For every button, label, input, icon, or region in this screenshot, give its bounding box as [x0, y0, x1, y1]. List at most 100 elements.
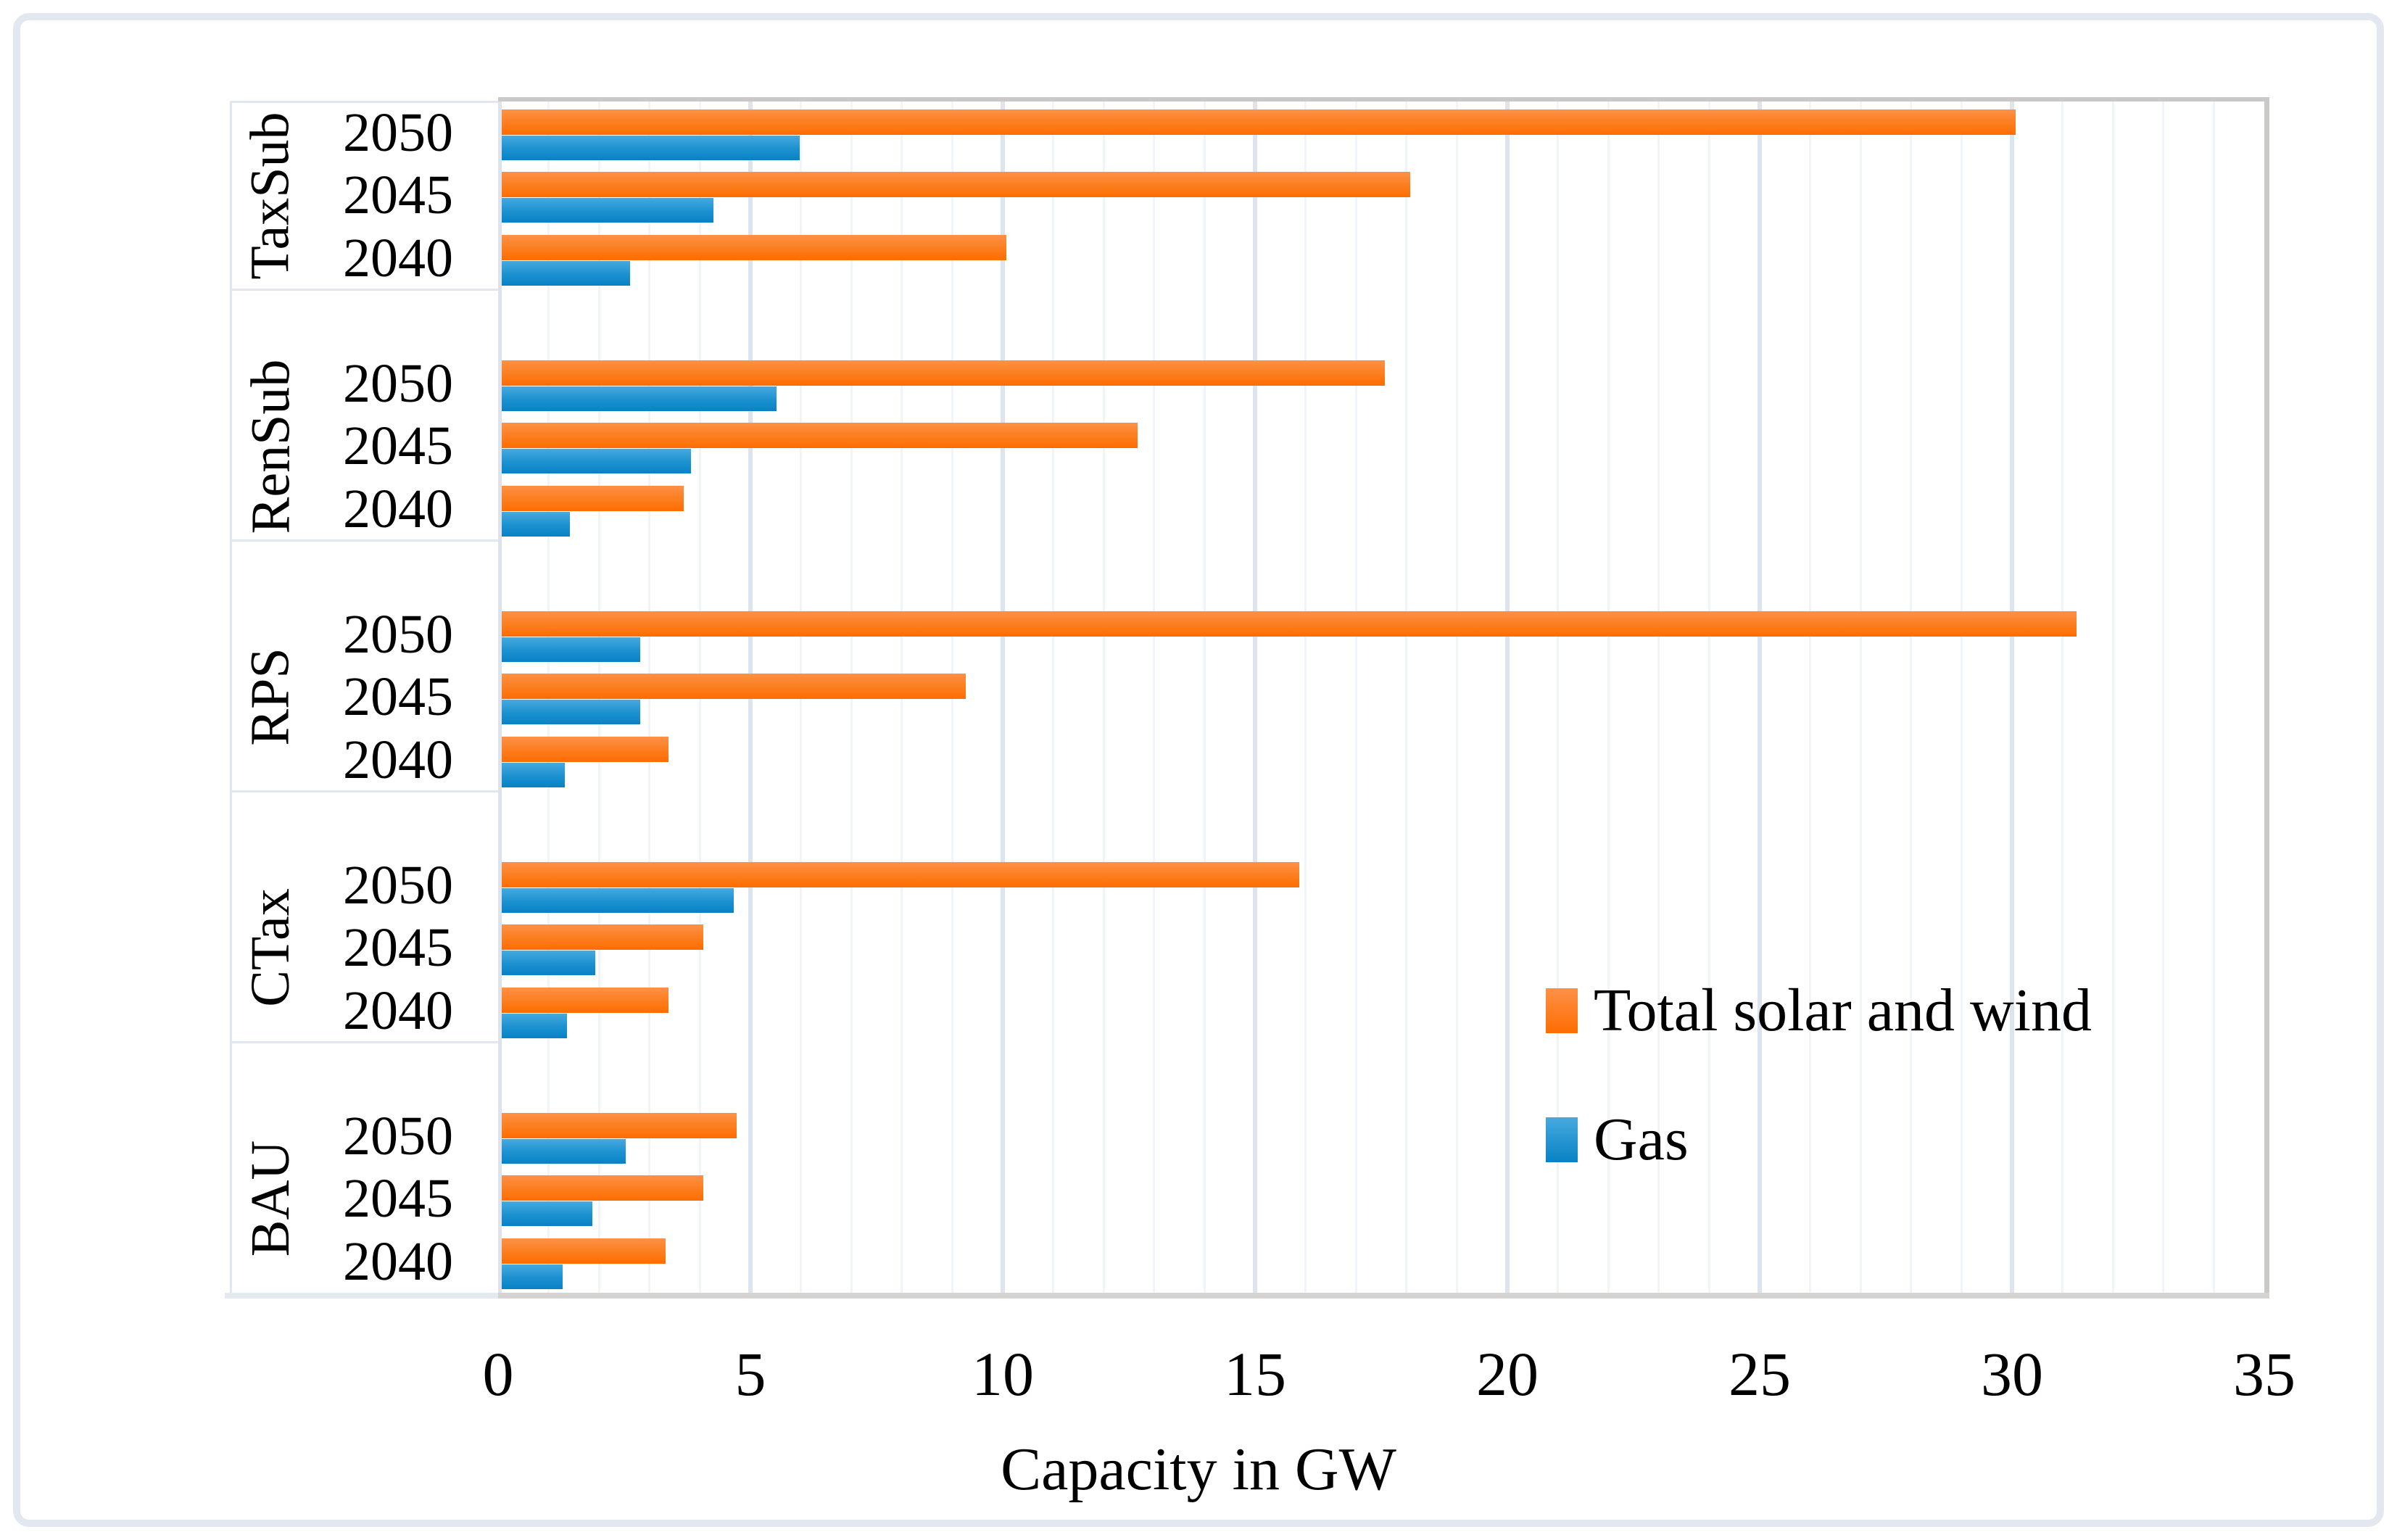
year-label-TaxSub-2040: 2040 [343, 227, 453, 289]
group-label-text: TaxSub [240, 112, 301, 280]
bar-gas-RenSub-2050 [502, 386, 777, 411]
year-label-BAU-2040: 2040 [343, 1230, 453, 1292]
gridline-minor-31 [2061, 102, 2064, 1293]
plot-border-right [2264, 97, 2269, 1293]
x-tick-15: 15 [1224, 1339, 1286, 1409]
gridline-minor-19 [1455, 102, 1458, 1293]
x-tick-0: 0 [482, 1339, 514, 1409]
category-axis-bottom-strip [225, 1293, 498, 1299]
bar-solar-wind-RPS-2050 [502, 610, 2077, 637]
bar-solar-wind-BAU-2045 [502, 1175, 704, 1201]
gridline-major-25 [1758, 102, 1762, 1293]
plot-area [498, 102, 2264, 1293]
bar-gas-BAU-2040 [502, 1264, 563, 1289]
bar-solar-wind-TaxSub-2045 [502, 172, 1410, 198]
x-tick-5: 5 [734, 1339, 766, 1409]
year-label-CTax-2050: 2050 [343, 854, 453, 916]
gridline-minor-21 [1557, 102, 1560, 1293]
gridline-minor-29 [1960, 102, 1963, 1293]
legend-label-gas: Gas [1594, 1106, 1689, 1173]
year-label-RenSub-2050: 2050 [343, 352, 453, 414]
gridline-major-15 [1253, 102, 1257, 1293]
group-label-text: CTax [240, 888, 302, 1008]
x-tick-25: 25 [1729, 1339, 1791, 1409]
year-label-CTax-2040: 2040 [343, 980, 453, 1041]
bar-gas-TaxSub-2050 [502, 136, 800, 160]
gridline-minor-27 [1859, 102, 1862, 1293]
legend-swatch-gas [1546, 1117, 1578, 1162]
bar-gas-CTax-2040 [502, 1013, 568, 1038]
gridline-minor-32 [2111, 102, 2114, 1293]
gridline-minor-16 [1304, 102, 1307, 1293]
bar-solar-wind-BAU-2040 [502, 1238, 666, 1264]
bar-solar-wind-CTax-2040 [502, 987, 668, 1013]
year-label-RenSub-2045: 2045 [343, 415, 453, 477]
legend-entry-solar-wind: Total solar and wind [1546, 974, 2092, 1047]
year-label-TaxSub-2050: 2050 [343, 102, 453, 163]
x-tick-35: 35 [2233, 1339, 2295, 1409]
year-label-RPS-2045: 2045 [343, 666, 453, 728]
group-label-text: RPS [240, 647, 302, 747]
gridline-minor-28 [1910, 102, 1913, 1293]
bar-solar-wind-RPS-2040 [502, 736, 668, 762]
x-axis-ticks: 0 5 10 15 20 25 30 35 [483, 1338, 2296, 1410]
legend-label-solar-wind: Total solar and wind [1594, 977, 2092, 1044]
year-label-BAU-2050: 2050 [343, 1105, 453, 1167]
bar-gas-RPS-2040 [502, 762, 565, 787]
group-label-text: BAU [240, 1140, 301, 1257]
gridline-minor-26 [1809, 102, 1812, 1293]
plot-border-top [498, 97, 2269, 102]
bar-gas-RenSub-2045 [502, 449, 691, 474]
bar-solar-wind-CTax-2050 [502, 861, 1299, 887]
x-tick-30: 30 [1981, 1339, 2043, 1409]
year-label-BAU-2045: 2045 [343, 1168, 453, 1230]
gridline-minor-33 [2162, 102, 2165, 1293]
group-separator-0 [230, 100, 498, 103]
legend-swatch-solar-wind [1546, 988, 1578, 1033]
bar-gas-BAU-2050 [502, 1138, 626, 1164]
category-axis-label-area: TaxSub 2050 2045 2040 RenSub 2050 2045 2040 RPS 2… [225, 100, 498, 1299]
year-label-TaxSub-2045: 2045 [343, 165, 453, 226]
gridline-major-30 [2010, 102, 2014, 1293]
bar-gas-BAU-2045 [502, 1201, 593, 1227]
bar-gas-TaxSub-2045 [502, 198, 714, 223]
x-axis-line [498, 1293, 2269, 1299]
gridline-minor-24 [1707, 102, 1710, 1293]
gridline-major-20 [1505, 102, 1510, 1293]
bar-solar-wind-CTax-2045 [502, 924, 704, 951]
bar-solar-wind-RenSub-2050 [502, 360, 1385, 386]
bar-gas-RPS-2045 [502, 700, 641, 725]
group-separator-1 [230, 288, 498, 291]
x-tick-20: 20 [1476, 1339, 1539, 1409]
group-label-text: RenSub [240, 359, 302, 534]
bar-gas-TaxSub-2040 [502, 260, 631, 286]
bar-solar-wind-RPS-2045 [502, 674, 966, 700]
x-axis-title: Capacity in GW [1001, 1436, 1396, 1503]
bar-gas-RPS-2050 [502, 637, 641, 662]
bar-gas-CTax-2045 [502, 951, 595, 976]
y-axis-line [498, 102, 502, 1293]
gridline-minor-11 [1052, 102, 1055, 1293]
group-separator-3 [230, 790, 498, 792]
category-axis-outer-line [230, 102, 232, 1293]
bar-gas-RenSub-2040 [502, 511, 570, 537]
legend-entry-gas: Gas [1546, 1104, 1689, 1176]
bar-solar-wind-BAU-2050 [502, 1112, 737, 1138]
bar-solar-wind-TaxSub-2040 [502, 234, 1006, 260]
gridline-minor-17 [1354, 102, 1357, 1293]
gridline-minor-14 [1203, 102, 1206, 1293]
bar-solar-wind-RenSub-2045 [502, 423, 1138, 449]
gridline-minor-34 [2212, 102, 2215, 1293]
gridline-minor-23 [1657, 102, 1660, 1293]
gridline-minor-22 [1607, 102, 1610, 1293]
bar-solar-wind-RenSub-2040 [502, 485, 684, 511]
bar-solar-wind-TaxSub-2050 [502, 109, 2016, 135]
gridline-minor-18 [1405, 102, 1408, 1293]
gridline-minor-12 [1102, 102, 1105, 1293]
group-separator-2 [230, 539, 498, 542]
year-label-CTax-2045: 2045 [343, 917, 453, 979]
year-label-RPS-2040: 2040 [343, 729, 453, 790]
gridline-minor-13 [1153, 102, 1156, 1293]
year-label-RPS-2050: 2050 [343, 603, 453, 665]
